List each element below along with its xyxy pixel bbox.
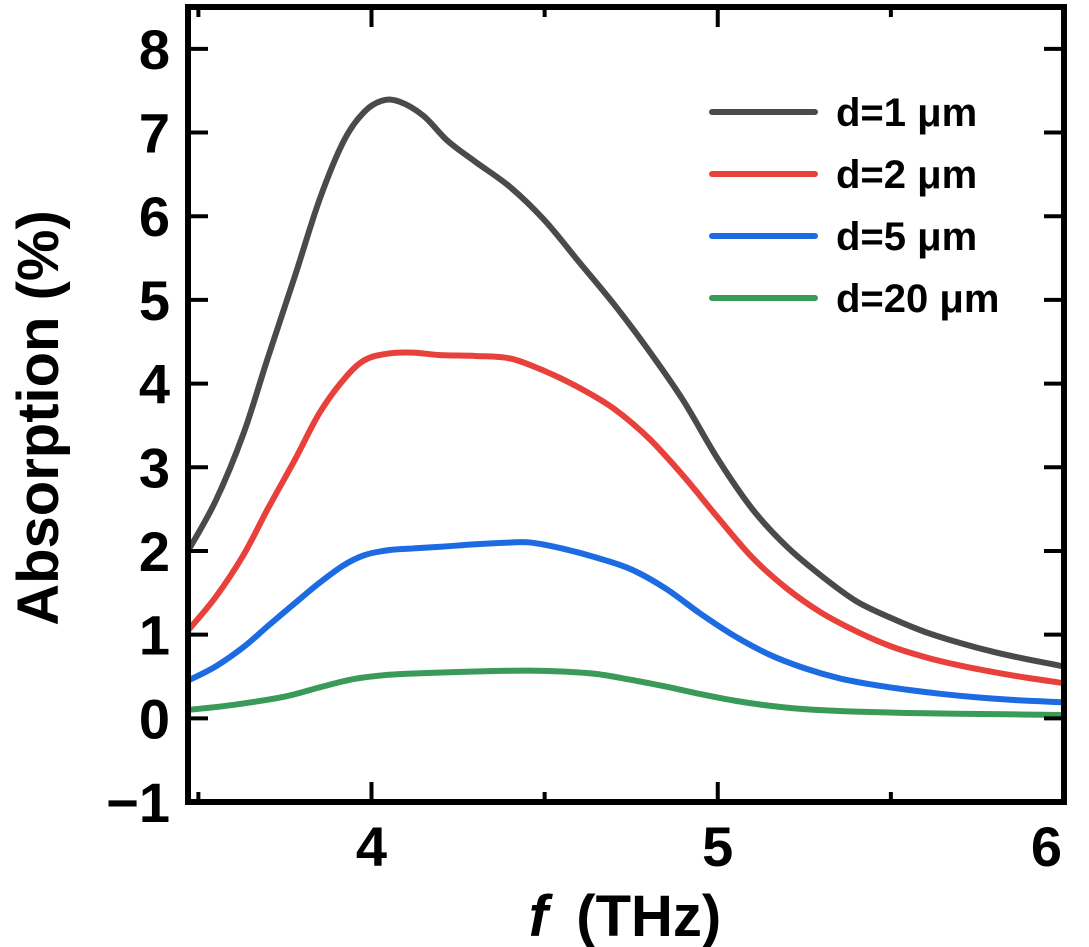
y-tick-label: 5	[139, 269, 170, 332]
y-tick-label: −1	[106, 771, 170, 834]
series-line-3	[188, 539, 1064, 706]
series-line-2	[188, 349, 1064, 687]
ticks-layer: −1 0 1 2 3 4 5 6 7 8 4 5 6	[106, 7, 1066, 878]
y-axis-title: Absorption (%)	[6, 210, 71, 626]
legend: d=1 μm d=2 μm d=5 μm d=20 μm	[709, 91, 999, 321]
x-tick-label: 5	[702, 815, 733, 878]
y-tick-label: 4	[139, 353, 170, 416]
series-line-4	[188, 667, 1064, 718]
y-tick-label: 0	[139, 687, 170, 750]
series-line-1	[188, 96, 1064, 670]
plot-frame-layer	[185, 4, 1067, 805]
y-tick-label: 3	[139, 436, 170, 499]
x-tick-label: 6	[1031, 815, 1062, 878]
legend-label-4: d=20 μm	[836, 277, 999, 321]
x-tick-label: 4	[356, 815, 387, 878]
x-axis-title-unit: (THz)	[576, 884, 721, 947]
x-axis-title-variable: f	[529, 884, 554, 947]
legend-label-2: d=2 μm	[836, 153, 977, 197]
y-tick-label: 8	[139, 18, 170, 81]
plot-frame	[185, 4, 1067, 805]
x-axis-title: f (THz)	[529, 884, 721, 947]
y-tick-label: 1	[139, 604, 170, 667]
y-tick-label: 6	[139, 185, 170, 248]
y-tick-label: 7	[139, 102, 170, 165]
y-tick-label: 2	[139, 520, 170, 583]
legend-label-1: d=1 μm	[836, 91, 977, 135]
series-layer	[188, 96, 1064, 718]
legend-label-3: d=5 μm	[836, 215, 977, 259]
